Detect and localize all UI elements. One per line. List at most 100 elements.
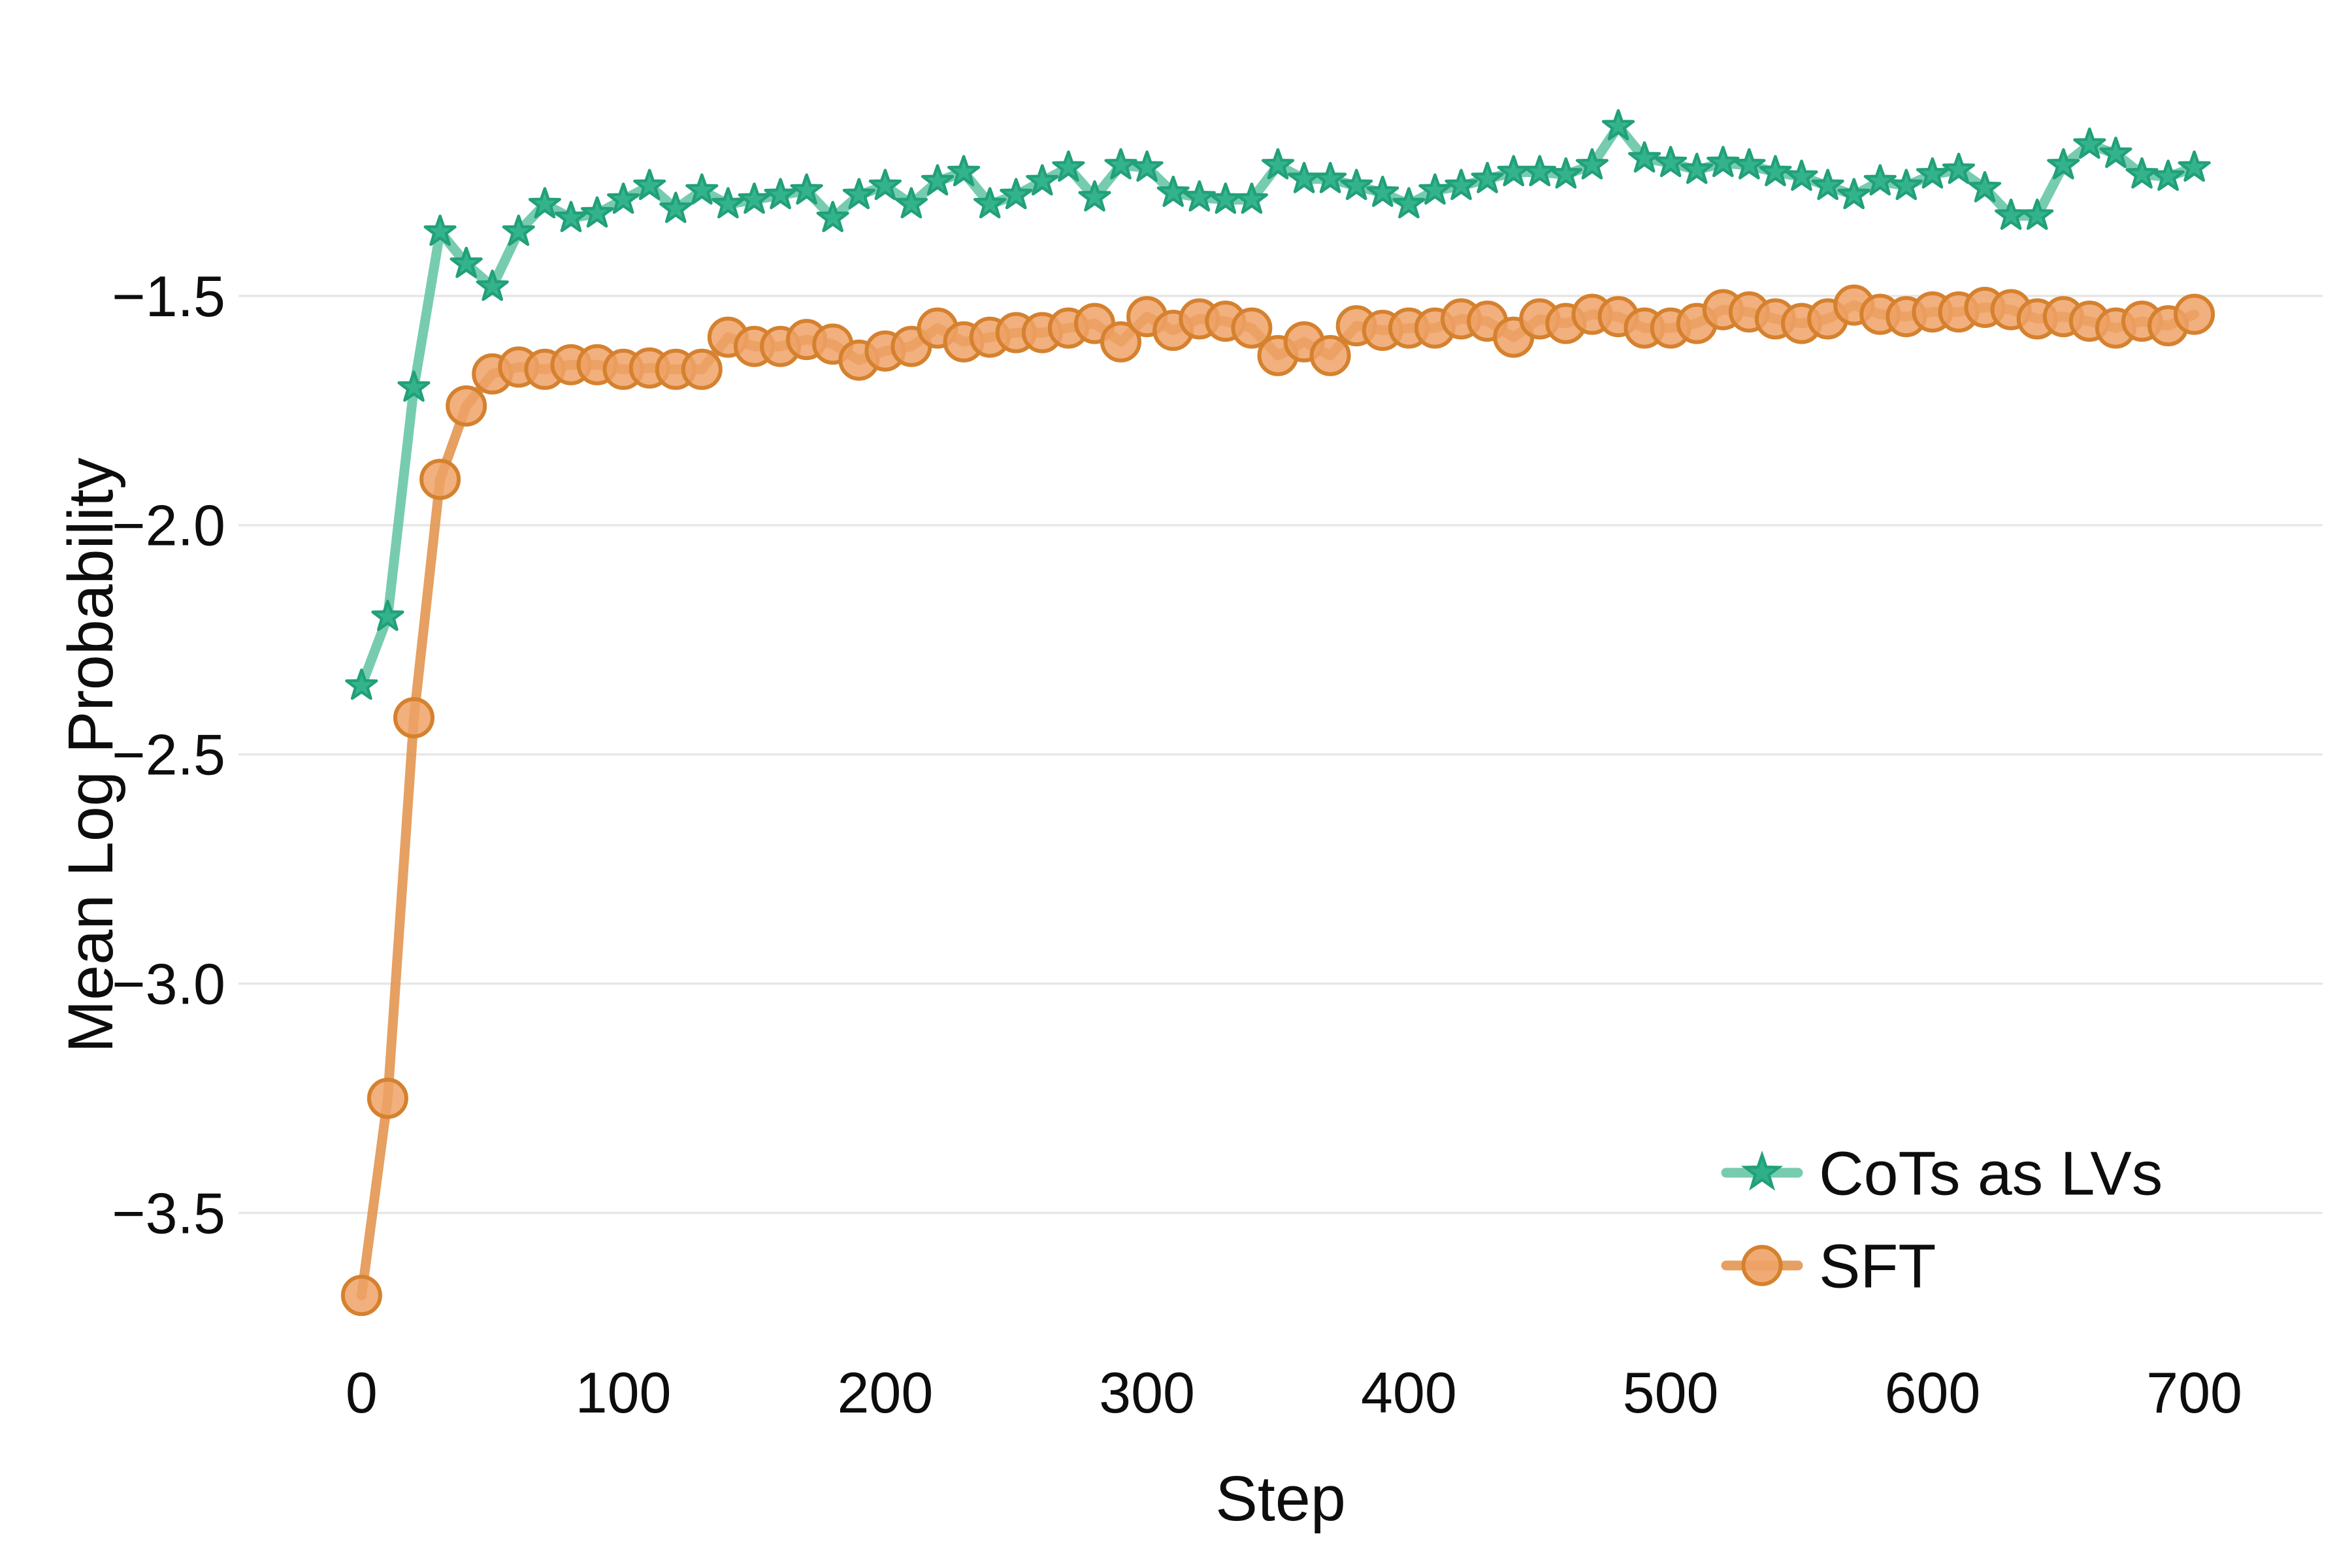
star-marker bbox=[1968, 171, 2002, 203]
star-marker bbox=[816, 201, 849, 233]
star-marker bbox=[2178, 150, 2211, 182]
legend-circle-icon bbox=[1741, 1245, 1783, 1286]
star-marker bbox=[2151, 159, 2185, 191]
star-marker bbox=[1052, 150, 1085, 182]
star-marker bbox=[1785, 159, 1818, 191]
star-marker bbox=[921, 164, 955, 196]
star-marker bbox=[1026, 164, 1059, 196]
star-marker bbox=[1078, 180, 1111, 212]
star-marker bbox=[1130, 150, 1164, 182]
circle-marker bbox=[393, 697, 434, 739]
star-marker bbox=[633, 169, 666, 201]
gridlines bbox=[238, 295, 2323, 1215]
x-tick-label: 0 bbox=[346, 1360, 378, 1425]
star-marker bbox=[1549, 157, 1582, 189]
circle-marker bbox=[2174, 293, 2215, 335]
y-axis-label: Mean Log Probability bbox=[55, 457, 126, 1053]
star-marker bbox=[1889, 169, 1923, 201]
x-axis-label: Step bbox=[1215, 1463, 1346, 1534]
star-marker bbox=[2125, 157, 2159, 189]
circle-marker bbox=[419, 459, 461, 500]
star-marker bbox=[1261, 148, 1295, 180]
star-marker bbox=[580, 196, 614, 228]
y-tick-label: −2.0 bbox=[112, 493, 225, 558]
star-marker bbox=[1471, 161, 1504, 193]
y-tick-labels: −1.5 −2.0 −2.5 −3.0 −3.5 bbox=[112, 264, 225, 1246]
legend-item-cots-as-lvs: CoTs as LVs bbox=[1721, 1139, 2163, 1208]
x-tick-label: 300 bbox=[1099, 1360, 1195, 1425]
series-cots-as-lvs bbox=[345, 109, 2211, 700]
star-marker bbox=[659, 191, 693, 223]
legend-label-sft: SFT bbox=[1819, 1232, 1936, 1301]
circle-marker bbox=[1231, 307, 1273, 349]
legend: CoTs as LVs SFT bbox=[1721, 1139, 2163, 1301]
star-marker bbox=[423, 214, 457, 246]
star-marker bbox=[554, 201, 588, 233]
legend-star-icon bbox=[1740, 1151, 1784, 1191]
star-marker bbox=[1733, 148, 1766, 180]
star-marker bbox=[1523, 155, 1556, 187]
star-marker bbox=[1811, 169, 1844, 201]
star-marker bbox=[1654, 146, 1688, 178]
star-marker bbox=[1627, 141, 1661, 173]
x-tick-label: 700 bbox=[2146, 1360, 2242, 1425]
star-marker bbox=[2099, 137, 2132, 169]
star-marker bbox=[476, 269, 509, 301]
star-marker bbox=[1287, 161, 1321, 193]
star-marker bbox=[1707, 146, 1740, 178]
series-layer bbox=[340, 109, 2215, 1316]
star-marker bbox=[738, 182, 771, 214]
legend-item-sft: SFT bbox=[1721, 1232, 1936, 1301]
star-marker bbox=[685, 173, 719, 205]
star-marker bbox=[2047, 148, 2080, 180]
star-marker bbox=[894, 187, 928, 219]
star-marker bbox=[973, 187, 1007, 219]
star-marker bbox=[1916, 157, 1949, 189]
star-marker bbox=[1497, 155, 1530, 187]
star-marker bbox=[842, 178, 875, 210]
star-marker bbox=[1366, 175, 1399, 207]
star-marker bbox=[1209, 182, 1242, 214]
star-marker bbox=[1418, 173, 1452, 205]
star-marker bbox=[1156, 175, 1190, 207]
circle-marker bbox=[340, 1275, 382, 1316]
star-marker bbox=[868, 169, 902, 201]
y-tick-label: −3.0 bbox=[112, 951, 225, 1016]
star-marker bbox=[502, 214, 535, 246]
star-marker bbox=[1314, 161, 1347, 193]
x-tick-label: 400 bbox=[1361, 1360, 1457, 1425]
star-marker bbox=[790, 173, 823, 205]
star-marker bbox=[1235, 182, 1268, 214]
y-tick-label: −1.5 bbox=[112, 264, 225, 329]
star-marker bbox=[1575, 148, 1609, 180]
star-marker bbox=[1340, 169, 1373, 201]
star-marker bbox=[1759, 155, 1792, 187]
star-marker bbox=[1000, 178, 1033, 210]
star-marker bbox=[345, 668, 378, 700]
star-marker bbox=[1680, 152, 1714, 184]
star-marker bbox=[2073, 127, 2106, 159]
circle-marker bbox=[1100, 321, 1141, 363]
x-tick-label: 100 bbox=[576, 1360, 672, 1425]
star-marker bbox=[764, 178, 797, 210]
star-marker bbox=[528, 187, 561, 219]
star-marker bbox=[1863, 164, 1897, 196]
star-marker bbox=[1392, 187, 1426, 219]
circle-marker bbox=[367, 1077, 408, 1119]
x-tick-labels: 0 100 200 300 400 500 600 700 bbox=[346, 1360, 2242, 1425]
legend-label-cots-as-lvs: CoTs as LVs bbox=[1819, 1139, 2163, 1208]
x-tick-label: 200 bbox=[837, 1360, 933, 1425]
star-marker bbox=[607, 182, 640, 214]
star-marker bbox=[711, 187, 745, 219]
star-marker bbox=[1104, 148, 1137, 180]
circle-marker bbox=[681, 348, 723, 390]
star-marker bbox=[1601, 109, 1635, 140]
star-marker bbox=[947, 155, 981, 187]
star-marker bbox=[449, 246, 483, 278]
star-marker bbox=[1183, 180, 1216, 212]
x-tick-label: 600 bbox=[1884, 1360, 1980, 1425]
y-tick-label: −2.5 bbox=[112, 723, 225, 787]
star-marker bbox=[397, 370, 431, 402]
